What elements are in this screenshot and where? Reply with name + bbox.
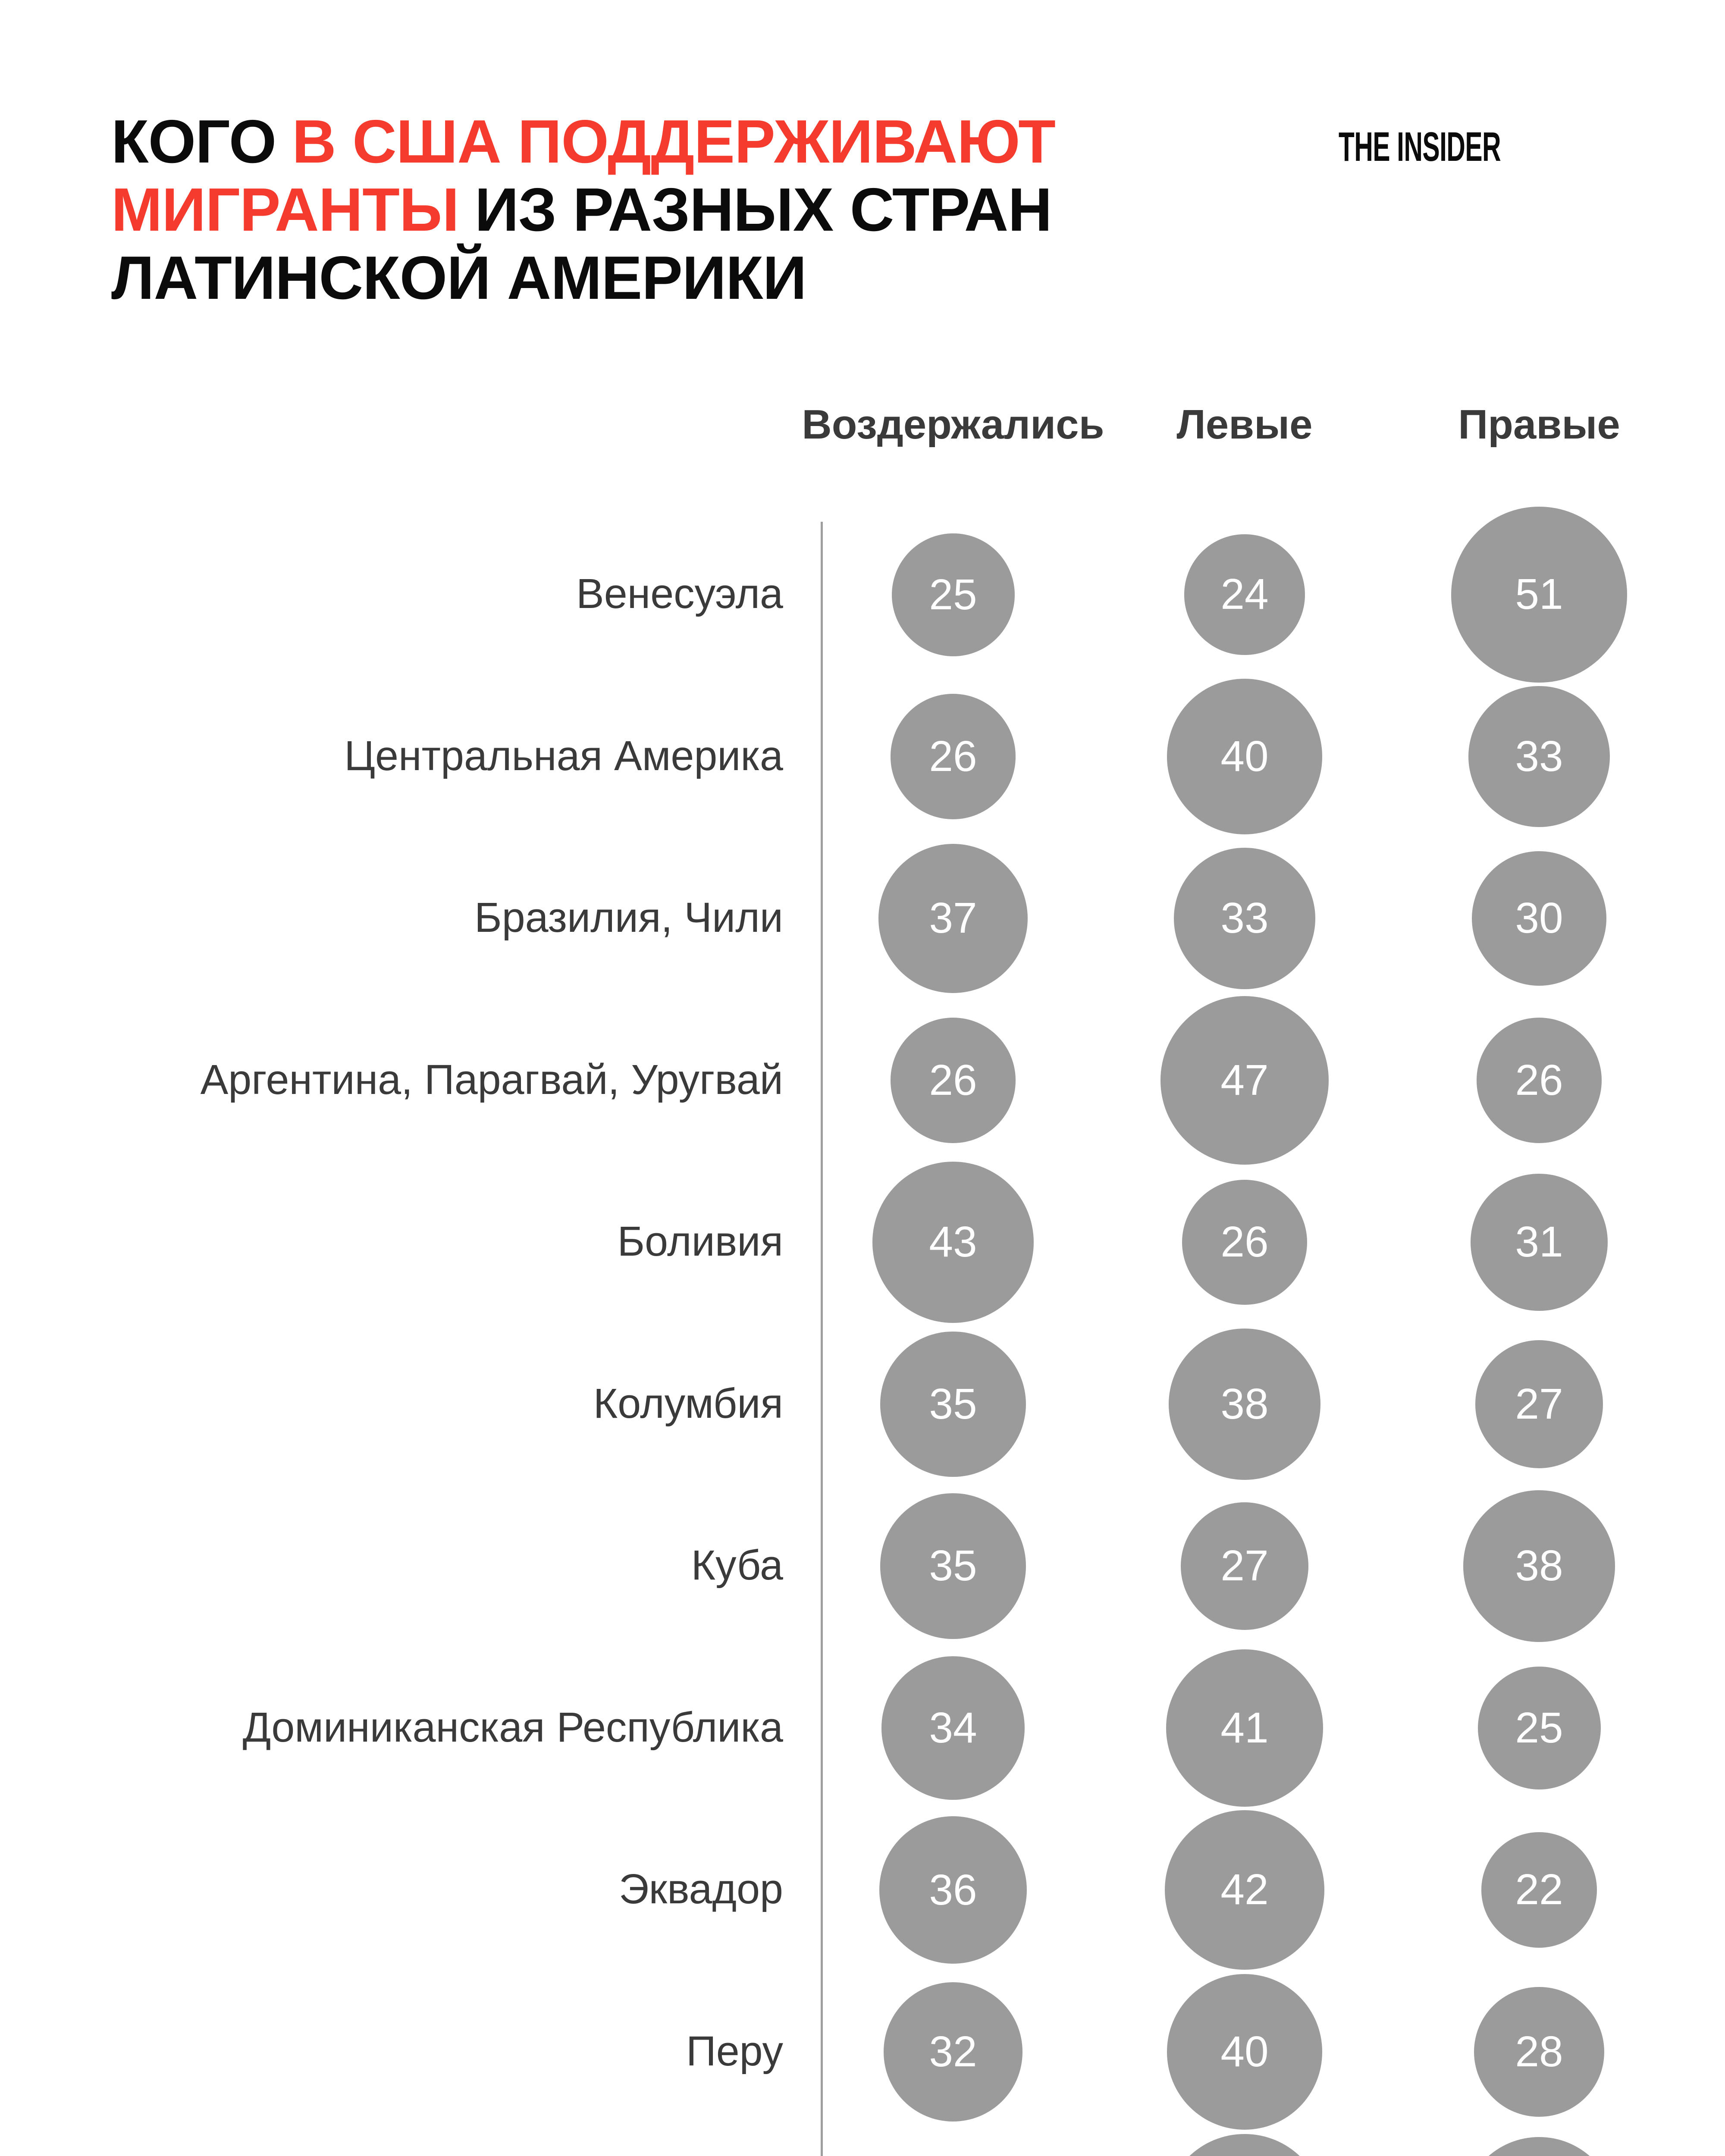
bubble-value: 41: [1220, 1703, 1269, 1752]
bubble-value: 42: [1220, 1865, 1269, 1914]
bubble-value: 22: [1515, 1865, 1563, 1914]
bubble: 38: [1169, 1328, 1320, 1480]
vertical-axis-line: [821, 522, 823, 2156]
row-label: Центральная Америка: [344, 732, 783, 779]
bubble-value: 43: [929, 1218, 977, 1266]
bubble: 28: [1474, 1987, 1604, 2117]
bubble: 22: [1481, 1832, 1597, 1948]
bubble: 26: [890, 694, 1016, 819]
title-black-1: КОГО: [111, 107, 276, 176]
bubble-value: 36: [929, 1865, 977, 1914]
column-header-left: Левые: [1176, 401, 1313, 448]
title-black-3: ЛАТИНСКОЙ АМЕРИКИ: [111, 244, 807, 312]
bubble: 24: [1184, 534, 1305, 655]
row-label: Куба: [691, 1541, 783, 1589]
bubble: 51: [1451, 507, 1627, 683]
column-header-abstained: Воздержались: [802, 401, 1104, 448]
bubble-value: 31: [1515, 1218, 1563, 1266]
bubble-value: 38: [1220, 1379, 1269, 1428]
bubble: 34: [881, 1656, 1025, 1800]
row-label: Аргентина, Парагвай, Уругвай: [200, 1056, 783, 1103]
bubble: 38: [1463, 1490, 1615, 1642]
bubble-value: 35: [929, 1379, 977, 1428]
row-label: Перу: [686, 2027, 783, 2075]
bubble-value: 30: [1515, 894, 1563, 943]
title-red-1: В США ПОДДЕРЖИВАЮТ: [292, 107, 1056, 176]
bubble-value: 32: [929, 2027, 977, 2076]
bubble-value: 26: [1515, 1056, 1563, 1104]
bubble-value: 27: [1220, 1542, 1269, 1590]
bubble: 41: [1166, 1649, 1324, 1807]
title-red-2: МИГРАНТЫ: [111, 175, 459, 244]
bubble-value: 40: [1220, 2027, 1269, 2076]
bubble-value: 33: [1515, 732, 1563, 780]
row-label: Венесуэла: [576, 570, 783, 617]
bubble: 33: [1468, 686, 1610, 827]
bubble-value: 25: [929, 570, 977, 619]
bubble-value: 38: [1515, 1542, 1563, 1590]
bubble-value: 26: [1220, 1218, 1269, 1266]
bubble-value: 27: [1515, 1379, 1563, 1428]
bubble: 43: [872, 1162, 1034, 1323]
title-line-2: МИГРАНТЫ ИЗ РАЗНЫХ СТРАН: [111, 176, 1055, 244]
row-label: Эквадор: [618, 1865, 783, 1912]
bubble: 37: [878, 843, 1028, 993]
page-title: КОГО В США ПОДДЕРЖИВАЮТ МИГРАНТЫ ИЗ РАЗНЫХ…: [111, 107, 1056, 312]
bubble: 25: [891, 533, 1015, 656]
bubble: 35: [880, 1331, 1026, 1477]
bubble: 32: [883, 1982, 1023, 2122]
bubble: 35: [880, 1493, 1026, 1639]
bubble-value: 34: [929, 1703, 977, 1752]
title-black-2: ИЗ РАЗНЫХ СТРАН: [474, 175, 1052, 244]
bubble-value: 47: [1220, 1056, 1269, 1104]
bubble: 47: [1160, 996, 1329, 1165]
bubble-value: 24: [1220, 570, 1269, 619]
bubble-value: 40: [1220, 732, 1269, 780]
bubble: 27: [1475, 1340, 1603, 1468]
bubble: 25: [1477, 1667, 1601, 1789]
row-label: Доминиканская Республика: [242, 1703, 783, 1751]
bubble-value: 51: [1515, 570, 1563, 619]
bubble: 40: [1167, 1974, 1323, 2130]
bubble-value: 25: [1515, 1704, 1563, 1752]
row-label: Боливия: [617, 1217, 784, 1265]
bubble: 40: [1167, 679, 1323, 834]
bubble: 42: [1165, 1810, 1324, 1970]
bubble-value: 28: [1515, 2027, 1563, 2076]
bubble: 26: [1182, 1179, 1308, 1305]
bubble: 27: [1180, 1502, 1309, 1630]
bubble: 30: [1471, 851, 1607, 986]
row-label: Бразилия, Чили: [474, 893, 783, 941]
title-line-1: КОГО В США ПОДДЕРЖИВАЮТ: [111, 107, 1056, 176]
bubble: 31: [1471, 1174, 1608, 1311]
bubble: 26: [890, 1018, 1016, 1143]
bubble: 26: [1476, 1018, 1602, 1143]
bubble: 39: [1462, 2137, 1616, 2156]
row-label: Колумбия: [593, 1379, 783, 1427]
bubble: 42: [1165, 2134, 1324, 2156]
bubble: 33: [1174, 848, 1315, 989]
the-insider-logo: THE INSIDER: [1338, 124, 1501, 170]
bubble-value: 33: [1220, 894, 1269, 943]
bubble-value: 37: [929, 894, 977, 943]
bubble-value: 26: [929, 732, 977, 780]
title-line-3: ЛАТИНСКОЙ АМЕРИКИ: [111, 244, 1055, 312]
column-header-right: Правые: [1458, 401, 1620, 448]
bubble-value: 26: [929, 1056, 977, 1104]
bubble: 36: [879, 1816, 1027, 1964]
bubble-value: 35: [929, 1542, 977, 1590]
